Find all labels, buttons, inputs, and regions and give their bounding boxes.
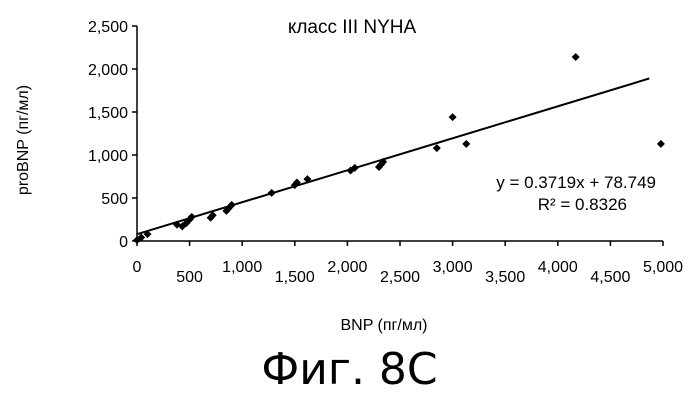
data-point — [462, 140, 470, 148]
data-point — [657, 140, 665, 148]
plot-area: 0 500 1,000 1,500 2,000 2,500 0 500 1,000 1,500 2… — [88, 19, 683, 286]
y-tick-label: 2,000 — [88, 62, 128, 79]
y-tick-label: 1,500 — [88, 105, 128, 122]
chart-title: класс III NYHA — [288, 17, 417, 38]
data-point — [433, 144, 441, 152]
x-tick-label: 1,500 — [275, 269, 315, 286]
x-tick-label: 5,000 — [643, 259, 683, 276]
y-ticks: 0 500 1,000 1,500 2,000 2,500 — [88, 19, 137, 251]
x-ticks: 0 500 1,000 1,500 2,000 2,500 3,000 3,500 4,000 4… — [133, 241, 684, 286]
data-point — [268, 189, 276, 197]
x-tick-label: 2,500 — [380, 269, 420, 286]
scatter-chart: класс III NYHA 0 500 1,000 1,500 2,000 2,500 … — [0, 0, 699, 340]
y-tick-label: 2,500 — [88, 19, 128, 36]
figure-caption: Фиг. 8C — [0, 342, 699, 398]
x-tick-label: 2,000 — [327, 259, 367, 276]
y-axis-label: proBNP (пг/мл) — [15, 85, 32, 195]
x-tick-label: 3,500 — [485, 269, 525, 286]
trendline-equation: y = 0.3719x + 78.749 — [496, 173, 656, 192]
x-tick-label: 0 — [133, 259, 142, 276]
data-point — [572, 53, 580, 61]
trendline-r-squared: R² = 0.8326 — [538, 195, 627, 214]
data-points — [133, 53, 665, 244]
y-tick-label: 0 — [119, 234, 128, 251]
x-tick-label: 4,500 — [590, 269, 630, 286]
y-tick-label: 500 — [101, 191, 128, 208]
y-tick-label: 1,000 — [88, 148, 128, 165]
data-point — [449, 113, 457, 121]
x-tick-label: 3,000 — [433, 259, 473, 276]
x-tick-label: 4,000 — [538, 259, 578, 276]
x-tick-label: 500 — [176, 269, 203, 286]
x-tick-label: 1,000 — [222, 259, 262, 276]
x-axis-label: BNP (пг/мл) — [341, 317, 428, 334]
